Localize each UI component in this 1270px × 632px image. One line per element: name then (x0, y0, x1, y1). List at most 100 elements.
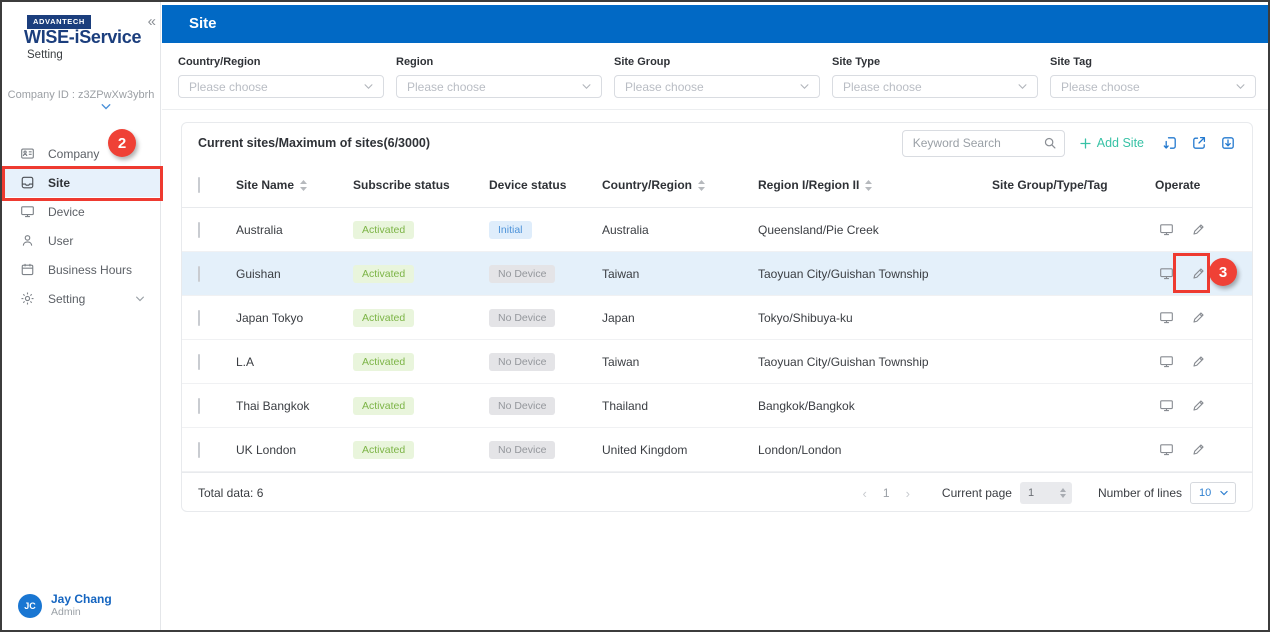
device-monitor-icon[interactable] (1159, 354, 1174, 369)
edit-pencil-icon[interactable] (1191, 442, 1206, 457)
filter-label: Region (396, 56, 434, 68)
row-checkbox[interactable] (198, 265, 200, 282)
device-status-badge: No Device (489, 396, 556, 415)
page-number[interactable]: 1 (882, 486, 890, 500)
company-icon (20, 146, 36, 162)
sidebar-item-label: Company (48, 146, 100, 161)
filter-bar: Country/Region Please choose Region Plea… (162, 43, 1268, 110)
subscribe-status-badge: Activated (353, 264, 415, 283)
row-checkbox[interactable] (198, 441, 200, 458)
region-cell: Tokyo/Shibuya-ku (758, 310, 853, 325)
row-checkbox[interactable] (198, 309, 200, 326)
site-type-select[interactable]: Please choose (832, 75, 1038, 98)
user-profile[interactable]: JC Jay Chang Admin (18, 592, 112, 619)
table-row: L.A Activated No Device Taiwan Taoyuan C… (182, 340, 1252, 384)
edit-pencil-icon[interactable] (1191, 222, 1206, 237)
edit-pencil-icon[interactable] (1191, 398, 1206, 413)
number-of-lines-label: Number of lines (1097, 486, 1182, 500)
device-monitor-icon[interactable] (1159, 222, 1174, 237)
sort-icon[interactable] (300, 179, 308, 191)
device-monitor-icon[interactable] (1159, 266, 1174, 281)
current-page-label: Current page (941, 486, 1012, 500)
table-row: Japan Tokyo Activated No Device Japan To… (182, 296, 1252, 340)
site-name-cell: L.A (236, 354, 255, 369)
sidebar-item-label: Setting (48, 291, 86, 306)
site-name-cell: Japan Tokyo (236, 310, 304, 325)
sort-icon[interactable] (698, 179, 705, 191)
user-role: Admin (51, 606, 81, 618)
device-status-badge: No Device (489, 308, 556, 327)
site-group-select[interactable]: Please choose (614, 75, 820, 98)
chevron-down-icon (1219, 488, 1229, 498)
region-cell: Bangkok/Bangkok (758, 398, 855, 413)
table-footer: Total data: 6 ‹ 1 › Current page 1 Numbe… (182, 472, 1252, 511)
select-all-checkbox[interactable] (198, 177, 200, 193)
collapse-sidebar-button[interactable]: « (147, 13, 156, 30)
chevron-down-icon[interactable] (98, 101, 114, 113)
sidebar-item-label: Site (48, 175, 71, 190)
edit-pencil-icon[interactable] (1191, 310, 1206, 325)
search-icon[interactable] (1043, 136, 1057, 150)
advantech-logo: ADVANTECH (27, 15, 91, 29)
country-cell: United Kingdom (602, 442, 688, 457)
lines-per-page-select[interactable]: 10 (1190, 482, 1236, 504)
site-table-card: Current sites/Maximum of sites(6/3000) A… (181, 122, 1253, 512)
country-cell: Thailand (602, 398, 649, 413)
region-cell: Queensland/Pie Creek (758, 222, 879, 237)
stepper-arrows-icon[interactable] (1059, 488, 1066, 498)
row-checkbox[interactable] (198, 221, 200, 238)
device-monitor-icon[interactable] (1159, 442, 1174, 457)
sidebar-item-business-hours[interactable]: Business Hours (2, 255, 160, 284)
site-name-cell: Thai Bangkok (236, 398, 310, 413)
chevron-down-icon (799, 81, 810, 92)
chevron-down-icon (1235, 81, 1246, 92)
site-name-cell: UK London (236, 442, 297, 457)
device-status-badge: No Device (489, 352, 556, 371)
sidebar-menu: Company Site Device User (2, 139, 160, 313)
chevron-down-icon (1017, 81, 1028, 92)
chevron-down-icon (363, 81, 374, 92)
table-row: Thai Bangkok Activated No Device Thailan… (182, 384, 1252, 428)
sidebar-item-setting[interactable]: Setting (2, 284, 160, 313)
row-checkbox[interactable] (198, 397, 200, 414)
add-site-label: Add Site (1096, 136, 1144, 150)
region-select[interactable]: Please choose (396, 75, 602, 98)
site-tag-select[interactable]: Please choose (1050, 75, 1256, 98)
select-placeholder: Please choose (1061, 79, 1140, 94)
select-placeholder: Please choose (843, 79, 922, 94)
subscribe-status-badge: Activated (353, 352, 415, 371)
edit-pencil-icon[interactable] (1191, 354, 1206, 369)
row-checkbox[interactable] (198, 353, 200, 370)
filter-label: Site Group (614, 56, 671, 68)
device-status-badge: No Device (489, 440, 556, 459)
prev-page-button[interactable]: ‹ (857, 486, 873, 501)
sidebar-item-user[interactable]: User (2, 226, 160, 255)
sidebar-item-device[interactable]: Device (2, 197, 160, 226)
next-page-button[interactable]: › (900, 486, 916, 501)
region-cell: Taoyuan City/Guishan Township (758, 354, 929, 369)
import-icon[interactable] (1162, 135, 1178, 151)
user-name: Jay Chang (51, 592, 112, 606)
current-page-stepper[interactable]: 1 (1019, 482, 1072, 504)
plus-icon (1079, 137, 1092, 150)
sidebar-item-site[interactable]: Site (2, 168, 160, 197)
col-region-i-ii: Region I/Region II (758, 178, 860, 192)
country-region-select[interactable]: Please choose (178, 75, 384, 98)
sort-icon[interactable] (865, 179, 873, 191)
edit-pencil-icon[interactable] (1191, 266, 1206, 281)
download-file-icon[interactable] (1220, 135, 1236, 151)
country-cell: Australia (602, 222, 649, 237)
sidebar-item-company[interactable]: Company (2, 139, 160, 168)
country-cell: Japan (602, 310, 635, 325)
subscribe-status-badge: Activated (353, 396, 415, 415)
device-monitor-icon[interactable] (1159, 398, 1174, 413)
current-page-value: 1 (1027, 487, 1035, 499)
calendar-icon (20, 262, 36, 278)
add-site-button[interactable]: Add Site (1079, 136, 1144, 150)
device-icon (20, 204, 36, 220)
device-monitor-icon[interactable] (1159, 310, 1174, 325)
filter-site-type: Site Type Please choose (832, 56, 1038, 109)
export-icon[interactable] (1191, 135, 1207, 151)
search-input[interactable] (901, 129, 1065, 157)
